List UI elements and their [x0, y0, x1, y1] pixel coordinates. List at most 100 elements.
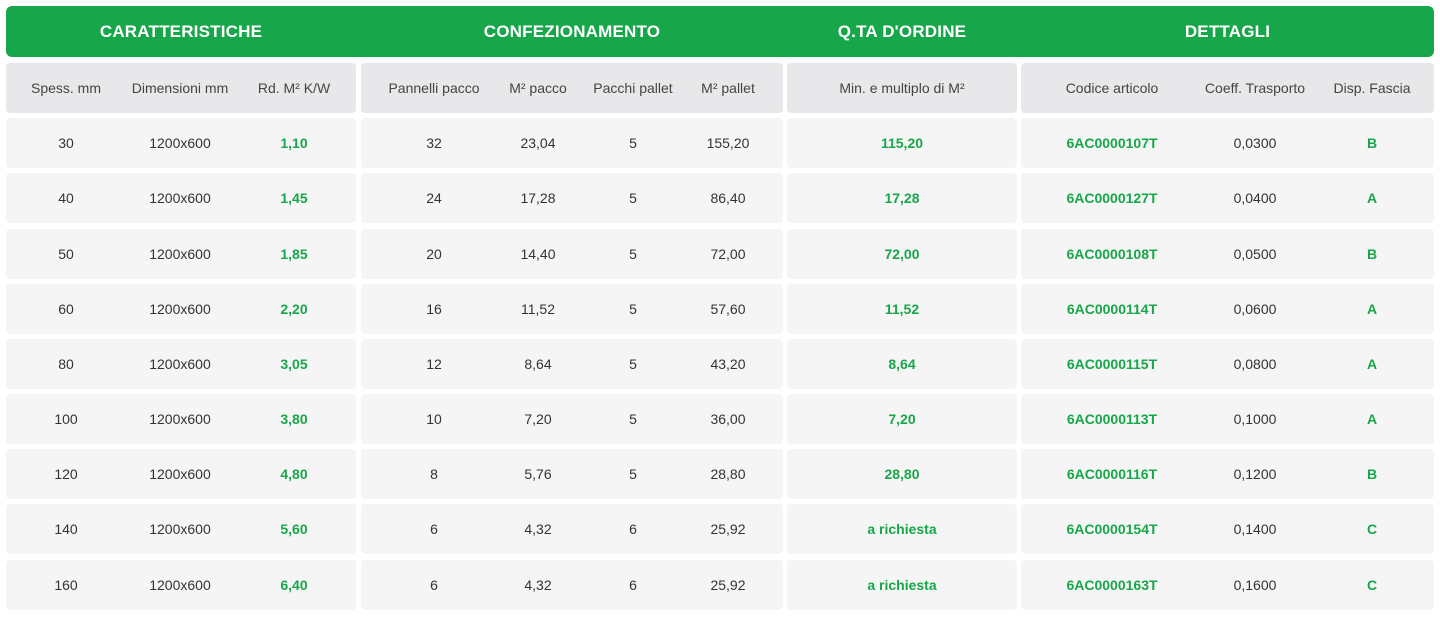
- table-row-block: 6 4,32 6 25,92: [361, 560, 783, 610]
- table-row-block: 115,20: [787, 118, 1017, 168]
- column-header-block: Pannelli pacco M² pacco Pacchi pallet M² pa…: [361, 63, 783, 113]
- cell-codice: 6AC0000113T: [1066, 411, 1158, 427]
- table-row-block: 7,20: [787, 394, 1017, 444]
- cell-pacchi-pallet: 5: [629, 466, 637, 482]
- cell-spessore: 80: [58, 356, 74, 372]
- cell-coeff-trasporto: 0,0300: [1233, 135, 1277, 151]
- cell-codice: 6AC0000127T: [1066, 190, 1158, 206]
- cell-m2-pallet: 25,92: [710, 577, 746, 593]
- table-row-block: 6AC0000113T 0,1000 A: [1021, 394, 1434, 444]
- cell-spessore: 60: [58, 301, 74, 317]
- cell-pannelli-pacco: 20: [426, 246, 442, 262]
- cell-pacchi-pallet: 5: [629, 190, 637, 206]
- column-header-m2-pacco: M² pacco: [509, 80, 567, 96]
- cell-pacchi-pallet: 5: [629, 301, 637, 317]
- column-header-pannelli-pacco: Pannelli pacco: [388, 80, 480, 96]
- table-row-block: a richiesta: [787, 504, 1017, 554]
- table-row-block: 80 1200x600 3,05: [6, 339, 356, 389]
- column-header-block: Codice articolo Coeff. Trasporto Disp. Fas…: [1021, 63, 1434, 113]
- cell-pacchi-pallet: 6: [629, 577, 637, 593]
- cell-m2-pacco: 4,32: [524, 577, 552, 593]
- cell-rd: 1,10: [280, 135, 308, 151]
- table-row-block: 6AC0000127T 0,0400 A: [1021, 173, 1434, 223]
- cell-codice: 6AC0000154T: [1066, 521, 1158, 537]
- cell-disp-fascia: B: [1366, 246, 1378, 262]
- table-row-block: 20 14,40 5 72,00: [361, 229, 783, 279]
- table-row-block: 6AC0000115T 0,0800 A: [1021, 339, 1434, 389]
- column-header-dimensioni: Dimensioni mm: [131, 80, 229, 96]
- column-header-pacchi-pallet: Pacchi pallet: [593, 80, 673, 96]
- cell-dimensioni: 1200x600: [149, 246, 211, 262]
- cell-spessore: 50: [58, 246, 74, 262]
- cell-pannelli-pacco: 24: [426, 190, 442, 206]
- cell-spessore: 140: [54, 521, 78, 537]
- cell-spessore: 100: [54, 411, 78, 427]
- column-header-spessore: Spess. mm: [30, 80, 101, 96]
- cell-pannelli-pacco: 8: [430, 466, 438, 482]
- cell-codice: 6AC0000107T: [1066, 135, 1158, 151]
- table-row-block: 50 1200x600 1,85: [6, 229, 356, 279]
- cell-m2-pallet: 86,40: [710, 190, 746, 206]
- cell-min-multiplo: 7,20: [888, 411, 916, 427]
- cell-coeff-trasporto: 0,1200: [1233, 466, 1277, 482]
- cell-codice: 6AC0000108T: [1066, 246, 1158, 262]
- cell-pannelli-pacco: 32: [426, 135, 442, 151]
- table-row-block: 10 7,20 5 36,00: [361, 394, 783, 444]
- cell-pacchi-pallet: 5: [629, 411, 637, 427]
- group-title-dettagli: DETTAGLI: [1184, 22, 1271, 41]
- cell-pannelli-pacco: 16: [426, 301, 442, 317]
- table-row-block: 8 5,76 5 28,80: [361, 449, 783, 499]
- cell-min-multiplo: 72,00: [884, 246, 920, 262]
- cell-spessore: 30: [58, 135, 74, 151]
- cell-dimensioni: 1200x600: [149, 301, 211, 317]
- column-header-codice: Codice articolo: [1065, 80, 1159, 96]
- cell-m2-pallet: 57,60: [710, 301, 746, 317]
- cell-rd: 2,20: [280, 301, 308, 317]
- column-header-rd: Rd. M² K/W: [257, 80, 331, 96]
- table-row-block: 6AC0000163T 0,1600 C: [1021, 560, 1434, 610]
- table-row-block: 6 4,32 6 25,92: [361, 504, 783, 554]
- table-row-block: 24 17,28 5 86,40: [361, 173, 783, 223]
- table-row-block: 28,80: [787, 449, 1017, 499]
- table-row-block: 120 1200x600 4,80: [6, 449, 356, 499]
- cell-pacchi-pallet: 5: [629, 356, 637, 372]
- table-row-block: 16 11,52 5 57,60: [361, 284, 783, 334]
- table-row-block: 11,52: [787, 284, 1017, 334]
- cell-rd: 3,80: [280, 411, 308, 427]
- cell-disp-fascia: B: [1366, 466, 1378, 482]
- cell-pacchi-pallet: 6: [629, 521, 637, 537]
- cell-dimensioni: 1200x600: [149, 190, 211, 206]
- cell-rd: 6,40: [280, 577, 308, 593]
- cell-dimensioni: 1200x600: [149, 135, 211, 151]
- cell-coeff-trasporto: 0,0600: [1233, 301, 1277, 317]
- column-header-min-multiplo: Min. e multiplo di M²: [839, 80, 965, 96]
- cell-m2-pacco: 5,76: [524, 466, 552, 482]
- table-row-block: 32 23,04 5 155,20: [361, 118, 783, 168]
- cell-rd: 3,05: [280, 356, 308, 372]
- table-row-block: 100 1200x600 3,80: [6, 394, 356, 444]
- table-row-block: 6AC0000108T 0,0500 B: [1021, 229, 1434, 279]
- table-row-block: 17,28: [787, 173, 1017, 223]
- cell-min-multiplo: 8,64: [888, 356, 916, 372]
- cell-m2-pacco: 23,04: [520, 135, 556, 151]
- cell-spessore: 40: [58, 190, 74, 206]
- cell-coeff-trasporto: 0,0400: [1233, 190, 1277, 206]
- group-title-qta-ordine: Q.TA D'ORDINE: [837, 22, 967, 41]
- cell-disp-fascia: A: [1366, 356, 1378, 372]
- column-header-disp-fascia: Disp. Fascia: [1333, 80, 1411, 96]
- cell-m2-pallet: 72,00: [710, 246, 746, 262]
- table-row-block: 60 1200x600 2,20: [6, 284, 356, 334]
- cell-m2-pacco: 7,20: [524, 411, 552, 427]
- cell-m2-pallet: 36,00: [710, 411, 746, 427]
- table-row-block: 6AC0000116T 0,1200 B: [1021, 449, 1434, 499]
- cell-min-multiplo: 11,52: [884, 301, 920, 317]
- cell-disp-fascia: A: [1366, 190, 1378, 206]
- cell-disp-fascia: C: [1366, 577, 1378, 593]
- cell-rd: 5,60: [280, 521, 308, 537]
- cell-coeff-trasporto: 0,1600: [1233, 577, 1277, 593]
- cell-pannelli-pacco: 6: [430, 521, 438, 537]
- group-title-caratteristiche: CARATTERISTICHE: [99, 22, 263, 41]
- cell-spessore: 120: [54, 466, 78, 482]
- cell-dimensioni: 1200x600: [149, 466, 211, 482]
- table-row-block: 40 1200x600 1,45: [6, 173, 356, 223]
